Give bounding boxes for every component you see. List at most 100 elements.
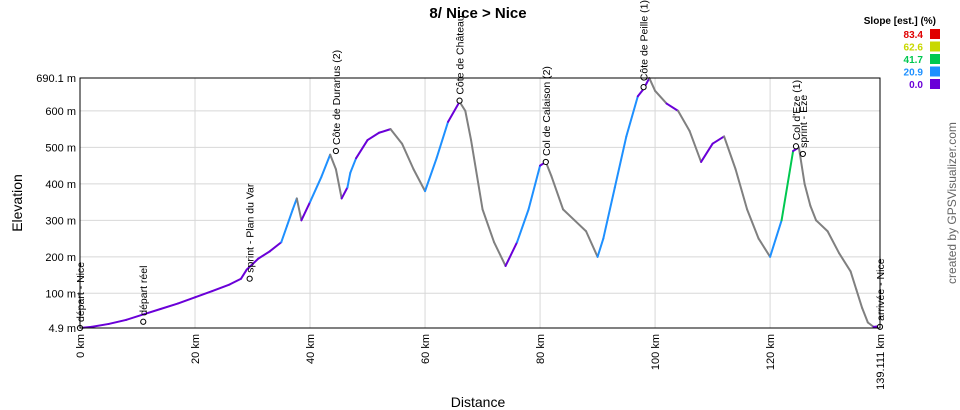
y-tick-label: 690.1 m: [36, 73, 76, 85]
profile-segment: [613, 135, 628, 189]
profile-segment: [723, 135, 737, 171]
y-tick-label: 200 m: [45, 252, 76, 264]
profile-segment: [211, 283, 231, 293]
waypoint-label: sprint - Plan du Var: [245, 183, 257, 273]
profile-segment: [280, 224, 289, 244]
profile-segment: [194, 290, 214, 299]
plot-frame: [79, 77, 881, 329]
x-tick-label: 0 km: [75, 334, 87, 358]
profile-segment: [861, 306, 869, 324]
profile-segment: [245, 257, 260, 271]
x-tick-label: 80 km: [535, 334, 547, 364]
chart-title: 8/ Nice > Nice: [429, 5, 526, 22]
profile-segment: [334, 168, 343, 200]
gridlines: [80, 78, 880, 328]
waypoint-label: Côte de Duranus (2): [331, 50, 343, 145]
waypoint-marker: [792, 143, 800, 150]
profile-segment: [125, 313, 145, 321]
profile-segment: [803, 182, 812, 207]
x-tick-label: 40 km: [305, 334, 317, 364]
profile-segment: [596, 237, 605, 258]
profile-segment: [516, 208, 530, 244]
profile-segment: [268, 241, 283, 253]
profile-segment: [797, 146, 806, 185]
waypoint-label: sprint - Eze: [798, 95, 810, 148]
profile-segment: [142, 307, 162, 316]
profile-segment: [286, 208, 294, 227]
waypoint-marker: [140, 318, 147, 325]
profile-segment: [688, 129, 703, 163]
y-tick-label: 400 m: [45, 179, 76, 191]
profile-segment: [654, 89, 668, 105]
profile-segment: [481, 208, 496, 244]
x-axis-title: Distance: [451, 394, 506, 410]
profile-segment: [866, 321, 875, 328]
x-tick-label: 20 km: [190, 334, 202, 364]
legend-title: Slope [est.] (%): [864, 16, 936, 27]
waypoint-label: arrivée - Nice: [875, 258, 887, 321]
profile-segment: [585, 230, 599, 258]
profile-segment: [665, 102, 680, 112]
waypoint-label: départ - Nice: [75, 262, 87, 322]
legend-swatch: [930, 29, 940, 39]
x-tick-label: 120 km: [765, 334, 777, 370]
profile-segment: [550, 175, 565, 211]
profile-segment: [346, 171, 352, 189]
profile-segment: [464, 109, 473, 142]
profile-segment: [309, 175, 323, 204]
profile-segment: [228, 277, 243, 286]
x-tick-label: 100 km: [650, 334, 662, 370]
profile-segment: [636, 87, 645, 98]
profile-segment: [815, 219, 829, 233]
profile-segment: [378, 128, 392, 134]
profile-segment: [849, 270, 858, 291]
profile-segment: [711, 135, 726, 145]
waypoint-marker: [799, 150, 806, 158]
slope-legend: Slope [est.] (%) 83.4 62.641.7 20.90.0: [864, 16, 940, 91]
profile-segment: [826, 230, 841, 255]
waypoint-label: départ réel: [138, 266, 150, 316]
profile-segment: [447, 100, 461, 123]
profile-segment: [470, 139, 484, 211]
axis-ticks: 4.9 m 100 m 200 m 300 m 400 m 500 m 600 m 690.1…: [36, 73, 887, 390]
waypoint-marker: [640, 84, 647, 91]
waypoint-marker: [332, 147, 340, 155]
legend-swatch: [930, 41, 940, 52]
profile-segment: [90, 322, 110, 328]
y-tick-label: 4.9 m: [48, 323, 76, 335]
legend-value: 83.4: [904, 30, 924, 41]
profile-segment: [855, 288, 864, 309]
profile-segment: [176, 296, 197, 305]
profile-segment: [424, 157, 438, 193]
profile-segment: [240, 268, 248, 280]
waypoint-marker: [246, 275, 253, 282]
profile-segment: [295, 197, 303, 222]
waypoint-label: Côte de Peille (1): [639, 0, 651, 81]
profile-segment: [159, 302, 179, 310]
profile-segment: [527, 164, 542, 211]
profile-segment: [562, 208, 576, 222]
profile-segment: [412, 168, 427, 193]
profile-segment: [349, 157, 358, 174]
profile-segment: [107, 318, 128, 325]
profile-segment: [838, 252, 852, 273]
x-tick-label: 60 km: [420, 334, 432, 364]
profile-segment: [648, 77, 657, 92]
legend-value: 20.9: [904, 68, 924, 79]
waypoint-marker: [456, 97, 463, 104]
y-tick-label: 600 m: [45, 106, 76, 118]
profile-segment: [809, 204, 818, 222]
y-tick-label: 100 m: [45, 288, 76, 300]
profile-segment: [257, 250, 271, 260]
legend-swatch: [930, 54, 940, 64]
profile-segment: [329, 153, 337, 171]
profile-segment: [493, 241, 507, 267]
profile-segment: [366, 131, 381, 142]
profile-segment: [780, 150, 795, 222]
waypoint-label: Col d'Eze (1): [791, 80, 803, 140]
legend-value: 41.7: [904, 55, 924, 66]
profile-segment: [320, 153, 332, 178]
profile-segment: [700, 142, 714, 163]
profile-segment: [389, 128, 404, 145]
profile-segment: [602, 186, 616, 240]
